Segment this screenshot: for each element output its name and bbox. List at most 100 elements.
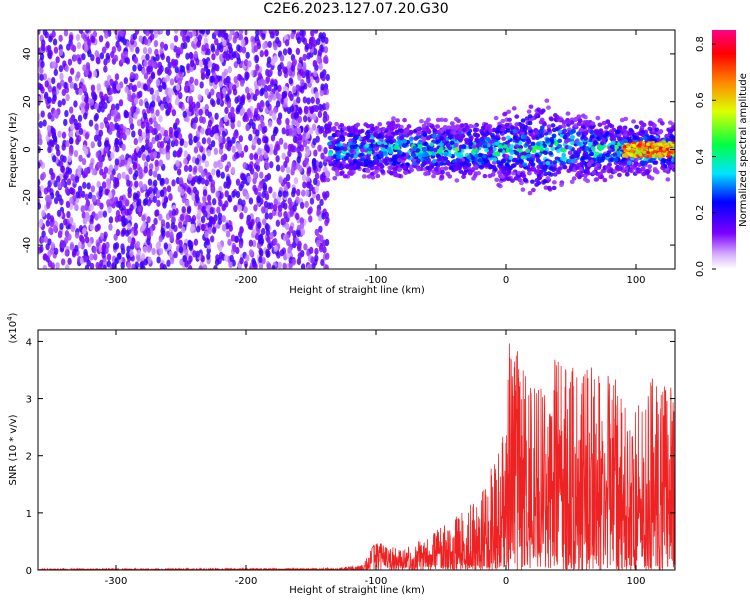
spectrogram-cell [315, 193, 321, 201]
spectrogram-cell [543, 150, 548, 156]
spectrogram-cell [97, 154, 102, 162]
spectrogram-cell [277, 64, 282, 72]
spectrogram-cell [225, 95, 230, 103]
spectrogram-cell [257, 72, 263, 80]
spectrogram-cell [213, 147, 219, 156]
spectrogram-cell [283, 142, 288, 150]
spectrogram-cell [471, 124, 477, 129]
spectrogram-cell [595, 115, 601, 121]
spectrogram-cell [500, 118, 506, 124]
spectrogram-cell [473, 164, 479, 169]
spectrogram-cell [234, 96, 239, 104]
spectrogram-cell [624, 149, 629, 153]
spectrogram-cell [128, 167, 133, 175]
spectrogram-cell [83, 147, 89, 156]
spectrogram-cell [171, 109, 177, 117]
spectrogram-cell [82, 64, 87, 72]
spectrogram-cell [183, 164, 189, 173]
spectrogram-cell [390, 121, 396, 126]
spectrogram-cell [561, 161, 567, 166]
spectrogram-cell [84, 44, 89, 53]
spectrogram-cell [449, 121, 455, 126]
spectrogram-cell [160, 103, 165, 111]
spectrogram-cell [75, 137, 80, 146]
spectrogram-cell [148, 163, 154, 171]
spectrogram-cell [640, 132, 646, 138]
spectrogram-cell [237, 146, 242, 154]
spectrogram-cell [369, 138, 375, 143]
spectrogram-cell [132, 64, 137, 72]
spectrogram-cell [178, 239, 183, 247]
spectrogram-cell [246, 218, 251, 226]
spectrogram-cell [300, 263, 306, 269]
spectrogram-cell [520, 123, 525, 128]
spectrogram-cell [467, 171, 473, 176]
spectrogram-cell [605, 165, 611, 170]
spectrogram-cell [217, 212, 223, 220]
spectrogram-cell [204, 230, 209, 239]
spectrogram-cell [530, 179, 535, 184]
spectrogram-cell [402, 117, 408, 123]
spectrogram-cell [185, 35, 191, 43]
spectrogram-cell [335, 154, 341, 159]
spectrogram-cell [324, 170, 330, 178]
spectrogram-cell [342, 174, 348, 179]
spectrogram-cell [582, 173, 588, 178]
spectrogram-cell [328, 144, 334, 150]
spectrogram-cell [38, 202, 42, 210]
spectrogram-cell [90, 90, 96, 98]
spectrogram-cell [127, 235, 132, 244]
spectrogram-cell [275, 155, 280, 163]
spectrogram-cell [176, 232, 181, 241]
spectrogram-cell [221, 130, 227, 138]
spectrogram-cell [322, 191, 327, 199]
spectrogram-cell [262, 218, 267, 226]
spectrogram-cell [219, 53, 224, 62]
spectrogram-cell [288, 128, 293, 136]
spectrogram-cell [559, 182, 564, 188]
spectrogram-cell [309, 36, 314, 44]
spectrogram-cell [207, 60, 213, 68]
spectrogram-cell [282, 262, 287, 269]
spectrogram-cell [201, 206, 206, 214]
spectrogram-cell [98, 186, 104, 194]
spectrogram-cell [551, 180, 557, 185]
spectrogram-cell [651, 123, 657, 128]
spectrogram-cell [129, 204, 134, 212]
spectrogram-cell [608, 129, 614, 134]
spectrogram-cell [163, 242, 169, 250]
spectrogram-cell [221, 71, 226, 79]
spectrogram-cell [259, 171, 264, 179]
spectrogram-cell [77, 114, 83, 122]
spectrogram-cell [269, 202, 274, 210]
spectrogram-cell [81, 211, 87, 219]
spectrogram-cell [671, 153, 675, 157]
spectrogram-cell [484, 131, 489, 137]
spectrogram-cell [300, 78, 305, 87]
spectrogram-cell [196, 141, 201, 149]
spectrogram-cell [319, 198, 324, 207]
spectrogram-cell [91, 168, 96, 176]
spectrogram-cell [188, 243, 194, 252]
spectrogram-cell [112, 242, 118, 251]
spectrogram-cell [277, 261, 282, 269]
spectrogram-cell [125, 199, 130, 207]
spectrogram-cell [323, 87, 328, 96]
spectrogram-cell [94, 112, 99, 121]
spectrogram-cell [304, 200, 309, 208]
spectrogram-cell [263, 136, 269, 144]
spectrogram-cell [373, 159, 379, 164]
spectrogram-cell [340, 164, 346, 169]
spectrogram-cell [270, 79, 275, 88]
spectrogram-cell [432, 147, 438, 153]
spectrogram-cell [526, 126, 532, 131]
spectrogram-cell [377, 122, 383, 127]
spectrogram-cell [133, 137, 139, 146]
spectrogram-cell [240, 181, 245, 189]
spectrogram-cell [195, 225, 201, 233]
spectrogram-cell [68, 187, 74, 195]
spectrogram-cell [74, 175, 80, 183]
spectrogram-cell [142, 46, 148, 55]
spectrogram-cell [197, 34, 202, 42]
spectrogram-cell [65, 140, 70, 148]
